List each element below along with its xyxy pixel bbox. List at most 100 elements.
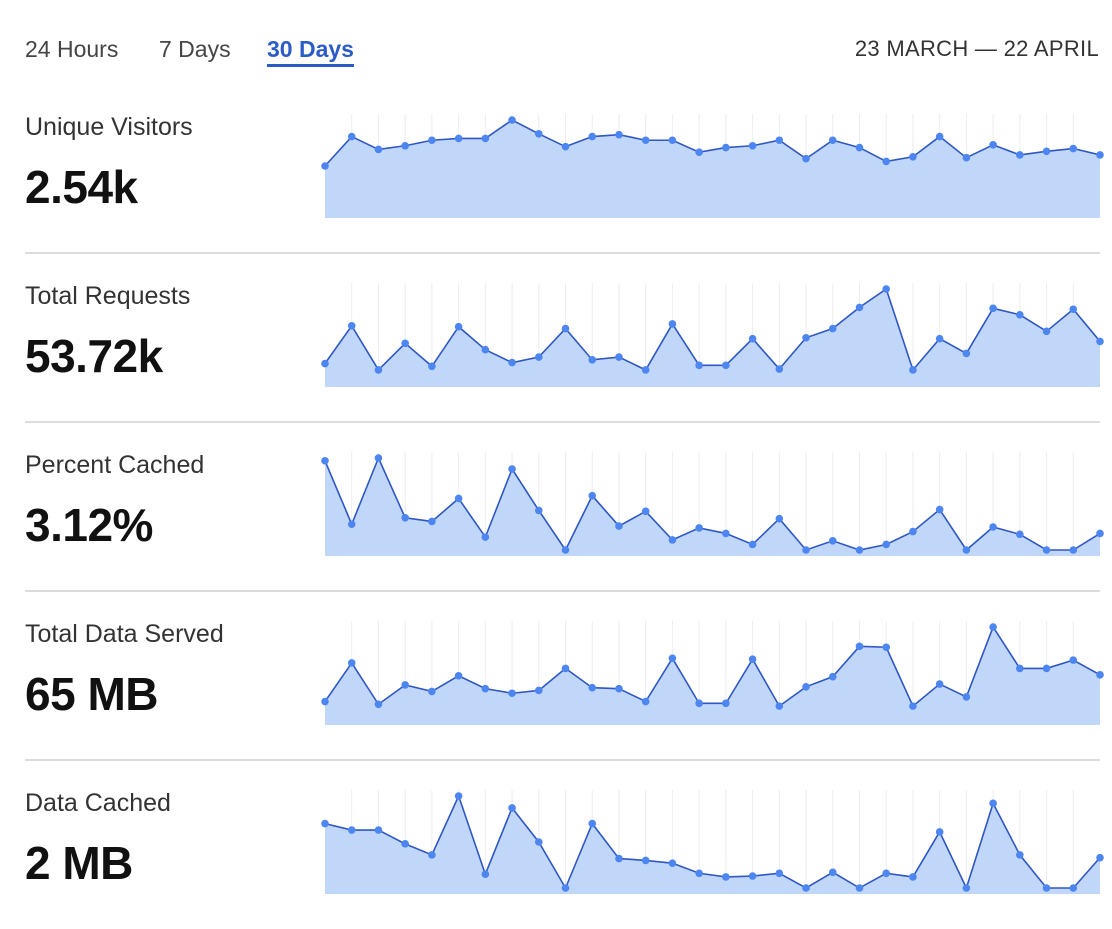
data-point (588, 819, 597, 828)
data-point (962, 349, 971, 358)
data-point (615, 684, 623, 693)
data-point (909, 153, 917, 161)
data-point (748, 334, 757, 343)
data-point (855, 546, 864, 554)
data-point (695, 699, 703, 708)
data-point (374, 700, 383, 709)
data-point (882, 643, 891, 652)
metric-value: 65 MB (25, 668, 158, 720)
data-point (909, 702, 917, 710)
data-point (1096, 337, 1104, 346)
data-point (962, 153, 971, 162)
sparkline-area (325, 627, 1100, 725)
sparkline-line (324, 119, 1101, 167)
metric-total-requests: Total Requests 53.72k (25, 253, 1104, 422)
data-point (321, 162, 329, 170)
data-point (561, 142, 570, 151)
data-point (802, 884, 810, 892)
data-point (882, 285, 891, 293)
data-point (508, 804, 516, 812)
data-point (374, 145, 383, 154)
metric-total-data-served: Total Data Served 65 MB (25, 591, 1104, 760)
data-point (321, 359, 329, 368)
data-point (962, 546, 971, 554)
data-point (935, 828, 944, 836)
data-point (668, 136, 677, 145)
data-point (534, 353, 543, 361)
data-point (321, 819, 329, 828)
data-point (722, 529, 730, 538)
metric-data-cached: Data Cached 2 MB (25, 760, 1104, 929)
data-point (454, 134, 463, 143)
data-point (748, 655, 757, 663)
data-point (428, 136, 436, 145)
data-point (1069, 144, 1078, 153)
data-point (1016, 664, 1024, 673)
data-point (802, 333, 810, 342)
data-point (775, 136, 784, 145)
divider (25, 590, 1100, 592)
data-point (722, 361, 730, 370)
data-point (668, 320, 677, 328)
data-point (588, 356, 597, 364)
data-point (695, 361, 703, 370)
data-point (428, 851, 436, 859)
data-point (534, 130, 543, 138)
data-point (454, 322, 463, 331)
data-point (695, 869, 703, 878)
data-point (534, 686, 543, 695)
sparkline-area (325, 458, 1100, 556)
data-point (722, 143, 730, 152)
metric-value: 2.54k (25, 161, 138, 213)
data-point (1096, 529, 1104, 538)
sparkline-chart (321, 621, 1104, 725)
data-point (668, 859, 677, 867)
data-point (534, 838, 543, 846)
data-point (374, 826, 383, 834)
data-point (828, 672, 837, 681)
metric-label: Percent Cached (25, 451, 205, 479)
data-point (1042, 327, 1051, 336)
data-point (1016, 851, 1024, 859)
data-point (481, 134, 490, 143)
data-point (1069, 656, 1078, 664)
data-point (935, 680, 944, 688)
data-point (641, 697, 650, 706)
data-point (722, 699, 730, 708)
data-point (321, 456, 329, 465)
data-point (508, 689, 516, 698)
data-point (615, 522, 623, 530)
data-point (374, 454, 383, 462)
data-point (481, 684, 490, 693)
data-point (989, 623, 997, 631)
data-point (481, 533, 490, 541)
tab-30-days[interactable]: 30 Days (267, 36, 354, 67)
data-point (347, 132, 356, 141)
data-point (454, 792, 463, 800)
metric-value: 53.72k (25, 330, 163, 382)
divider (25, 252, 1100, 254)
data-point (828, 868, 837, 877)
tab-24-hours[interactable]: 24 Hours (25, 36, 119, 62)
data-point (1016, 310, 1024, 319)
data-point (641, 856, 650, 865)
data-point (775, 869, 784, 878)
data-point (802, 683, 810, 691)
metric-label: Total Requests (25, 282, 191, 310)
data-point (615, 854, 623, 863)
data-point (428, 517, 436, 526)
tab-7-days[interactable]: 7 Days (159, 36, 231, 62)
data-point (401, 339, 409, 348)
sparkline-area (325, 796, 1100, 894)
data-point (1042, 546, 1051, 554)
sparkline-line (324, 287, 1101, 372)
data-point (561, 884, 570, 892)
data-point (935, 334, 944, 343)
metric-label: Data Cached (25, 789, 171, 817)
metric-value: 3.12% (25, 499, 153, 551)
data-point (828, 537, 837, 545)
sparkline-chart (321, 283, 1104, 387)
sparkline-chart (321, 452, 1104, 556)
data-point (561, 546, 570, 554)
data-point (1016, 151, 1024, 159)
